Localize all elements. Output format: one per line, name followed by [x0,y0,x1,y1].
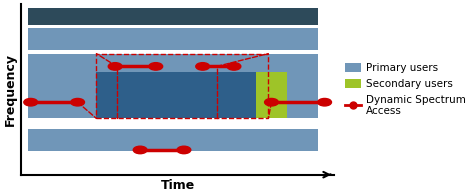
Bar [131,54,203,81]
Bar [27,28,319,50]
Bar [234,54,319,81]
Bar [256,72,287,118]
X-axis label: Time: Time [161,179,195,192]
Bar [27,54,319,81]
Circle shape [149,63,163,70]
Circle shape [177,146,191,154]
Circle shape [318,98,331,106]
Circle shape [196,63,210,70]
Bar [27,8,319,25]
Y-axis label: Frequency: Frequency [4,53,17,126]
Circle shape [133,146,147,154]
Bar [27,28,319,50]
Bar [27,72,319,118]
Bar [27,129,140,151]
Bar [96,54,268,118]
Circle shape [227,63,241,70]
Legend: Primary users, Secondary users, Dynamic Spectrum
Access: Primary users, Secondary users, Dynamic … [342,60,469,119]
Circle shape [108,63,122,70]
Bar [184,129,319,151]
Bar [96,72,268,118]
Bar [27,129,319,151]
Bar [27,54,100,81]
Bar [27,129,319,151]
Circle shape [24,98,37,106]
Circle shape [71,98,84,106]
Circle shape [264,98,278,106]
